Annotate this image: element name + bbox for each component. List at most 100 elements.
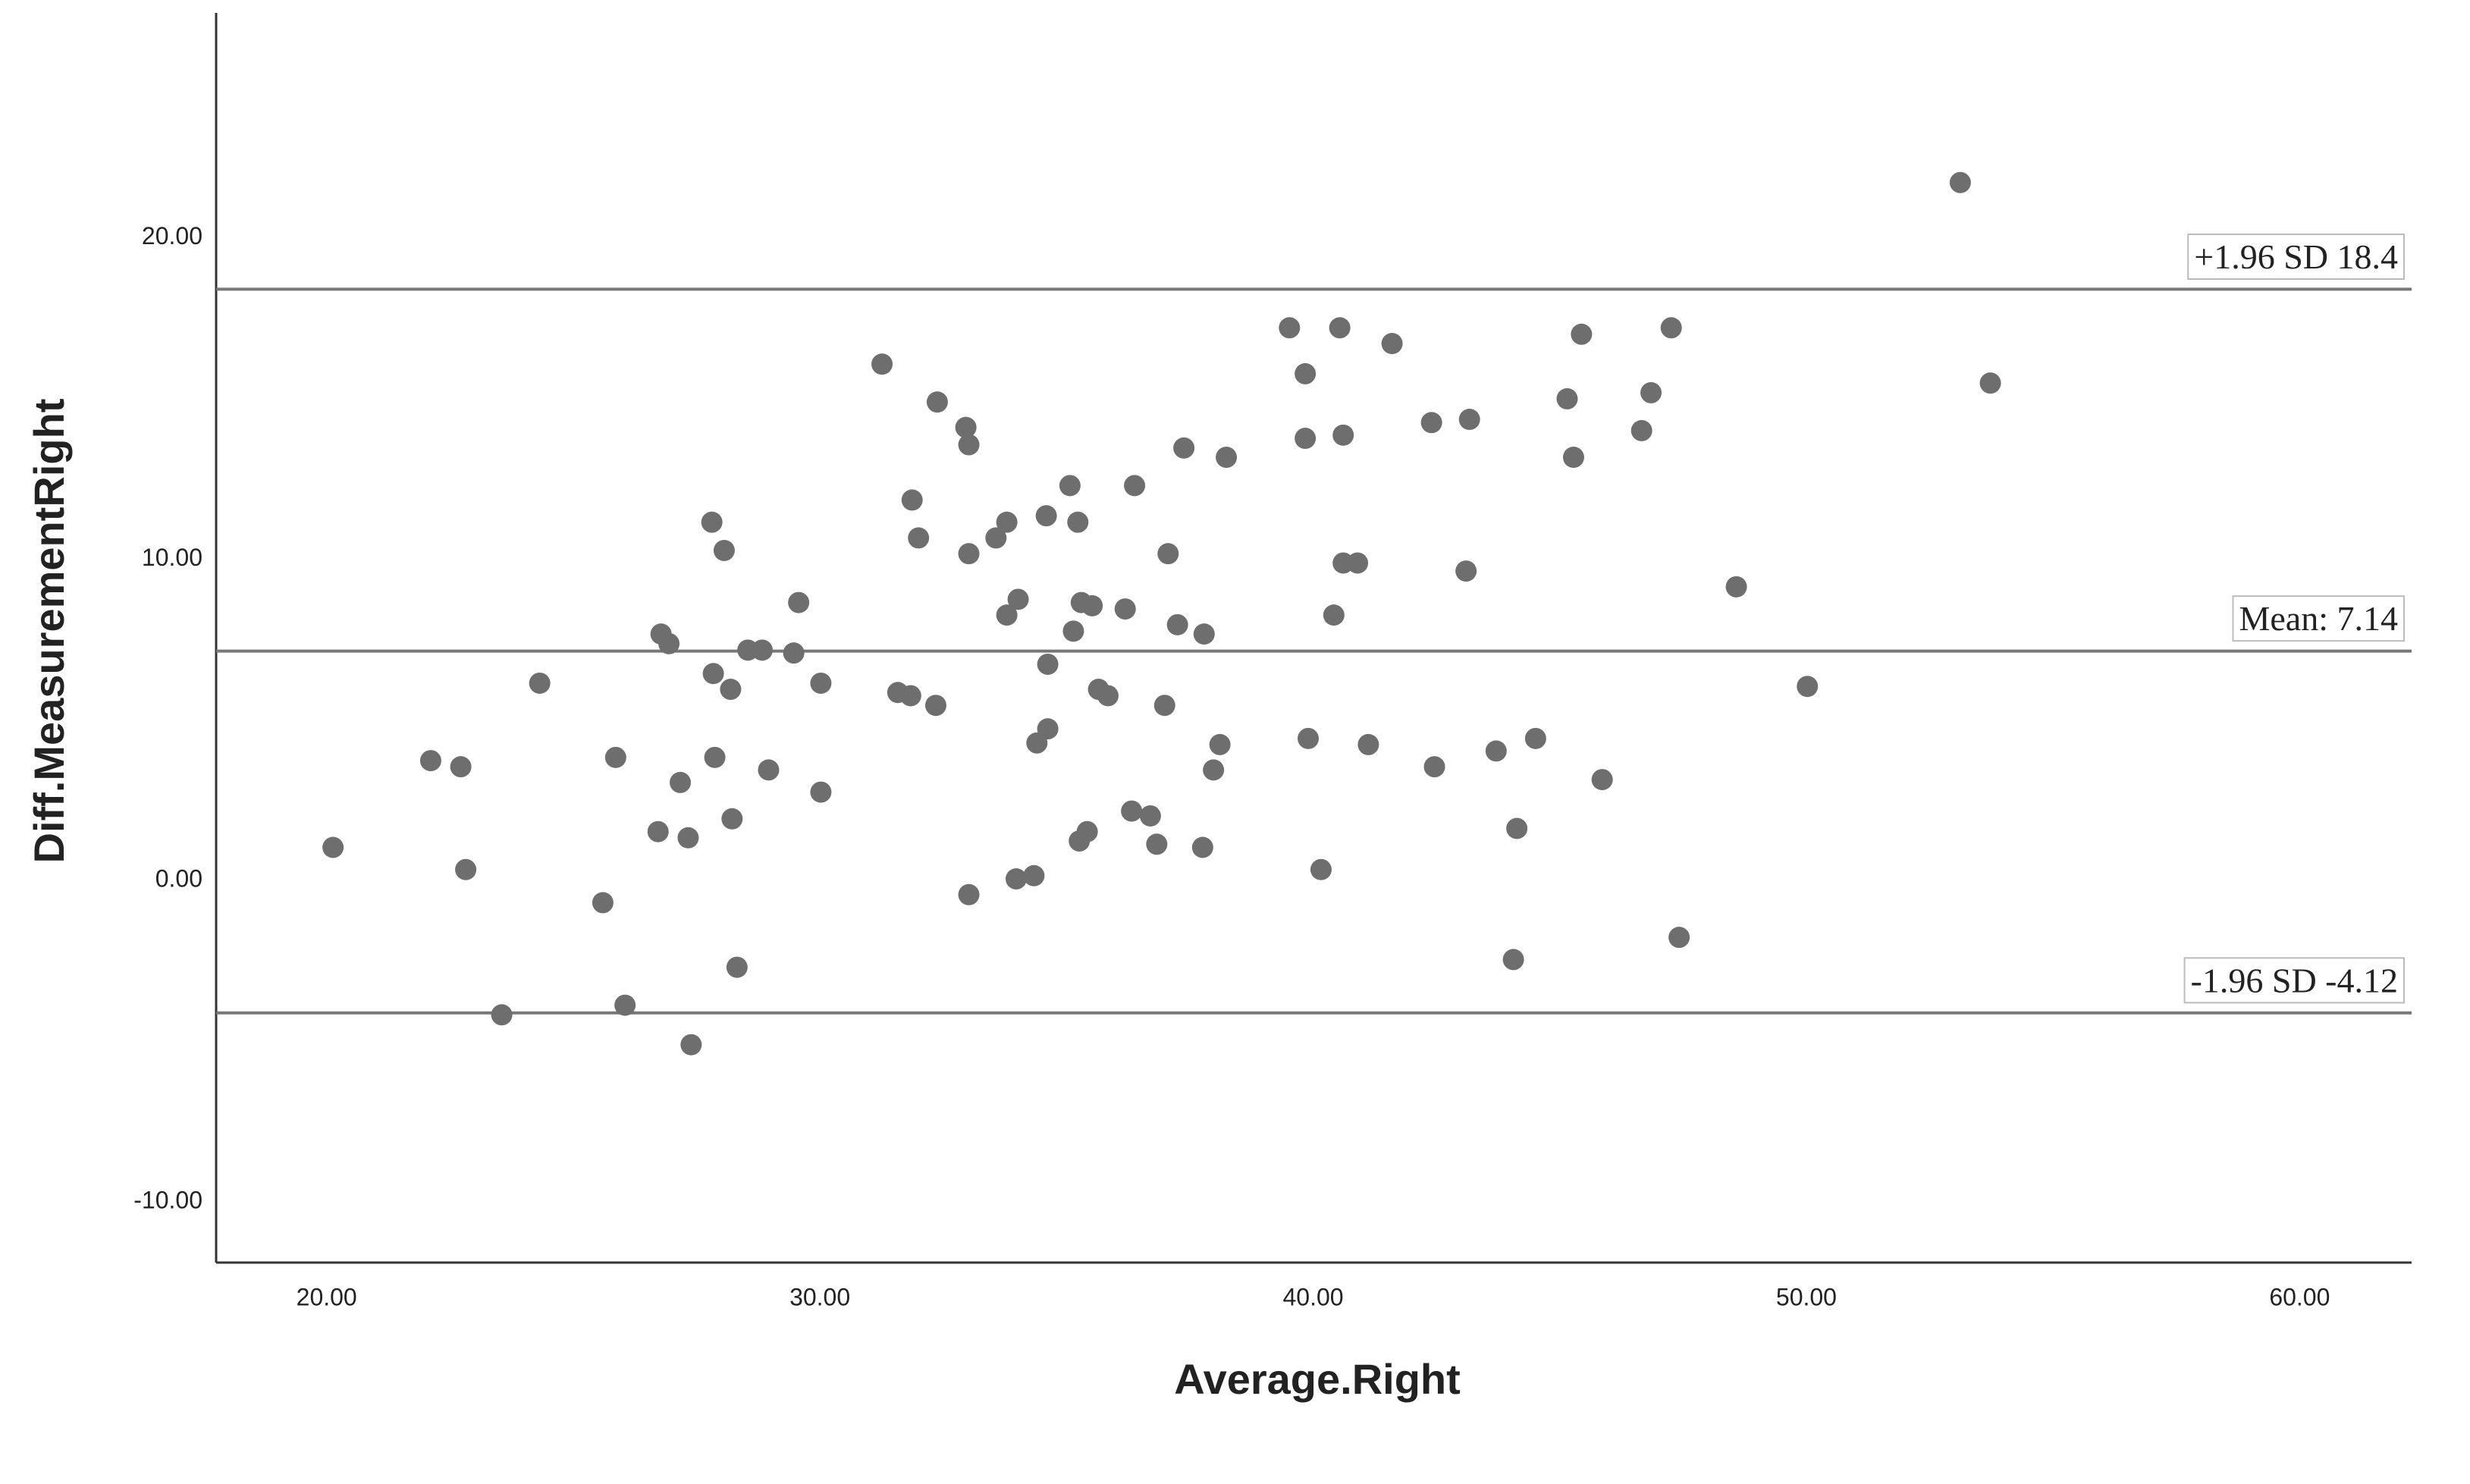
x-tick-label: 60.00 bbox=[2269, 1283, 2330, 1310]
point bbox=[1323, 604, 1345, 626]
point bbox=[1037, 653, 1059, 675]
point bbox=[704, 746, 726, 768]
y-tick-label: 10.00 bbox=[142, 544, 202, 571]
point bbox=[1121, 800, 1143, 822]
point bbox=[647, 820, 669, 842]
x-tick-label: 40.00 bbox=[1282, 1283, 1343, 1310]
point bbox=[958, 883, 980, 905]
point bbox=[455, 858, 477, 880]
point bbox=[1485, 740, 1507, 762]
point bbox=[752, 639, 774, 661]
point bbox=[1124, 475, 1146, 497]
point bbox=[1139, 805, 1161, 827]
point bbox=[1216, 447, 1238, 469]
point bbox=[1357, 733, 1379, 755]
point bbox=[1571, 323, 1593, 345]
point bbox=[1191, 836, 1213, 858]
point bbox=[871, 353, 893, 375]
point bbox=[1506, 817, 1528, 839]
point bbox=[1420, 412, 1442, 434]
point bbox=[1295, 428, 1317, 450]
point bbox=[1347, 552, 1369, 574]
point bbox=[1209, 733, 1231, 755]
point bbox=[1023, 864, 1045, 886]
reference-label-box bbox=[2232, 595, 2405, 642]
point bbox=[1562, 447, 1584, 469]
point bbox=[1062, 620, 1084, 642]
point bbox=[788, 591, 810, 613]
point bbox=[1298, 727, 1320, 749]
point bbox=[491, 1004, 513, 1026]
point bbox=[899, 685, 921, 707]
point bbox=[658, 632, 680, 654]
point bbox=[592, 892, 614, 914]
x-tick-label: 50.00 bbox=[1776, 1283, 1837, 1310]
point bbox=[1381, 333, 1403, 355]
point bbox=[1146, 833, 1168, 855]
point bbox=[908, 527, 930, 549]
point bbox=[924, 695, 946, 717]
point bbox=[810, 781, 832, 803]
point bbox=[701, 511, 723, 533]
x-axis-label: Average.Right bbox=[1174, 1355, 1461, 1403]
point bbox=[996, 511, 1018, 533]
point bbox=[713, 539, 735, 561]
point bbox=[1630, 419, 1652, 441]
reference-label-box bbox=[2187, 233, 2405, 280]
point bbox=[1949, 171, 1971, 193]
y-axis-label: Diff.MeasurementRight bbox=[25, 399, 73, 864]
point bbox=[1329, 317, 1351, 339]
point bbox=[1153, 695, 1175, 717]
point bbox=[783, 642, 805, 664]
x-tick-label: 20.00 bbox=[297, 1283, 357, 1310]
reference-label-box bbox=[2183, 957, 2405, 1004]
y-tick-label: 20.00 bbox=[142, 222, 202, 249]
point bbox=[810, 672, 832, 694]
point bbox=[702, 663, 724, 685]
point bbox=[1081, 595, 1103, 617]
point bbox=[1797, 676, 1819, 698]
point bbox=[1979, 372, 2001, 394]
point bbox=[1458, 409, 1480, 431]
point bbox=[1668, 927, 1690, 949]
point bbox=[955, 416, 977, 438]
point bbox=[1423, 756, 1445, 778]
point bbox=[680, 1034, 702, 1056]
point bbox=[677, 827, 699, 849]
point bbox=[1591, 769, 1613, 791]
point bbox=[1556, 387, 1578, 409]
point bbox=[614, 994, 636, 1016]
point bbox=[985, 527, 1007, 549]
y-tick-label: -10.00 bbox=[133, 1186, 202, 1213]
point bbox=[1097, 685, 1119, 707]
reference-label: +1.96 SD 18.4 bbox=[2194, 237, 2398, 276]
point bbox=[1295, 362, 1317, 384]
point bbox=[1332, 424, 1354, 446]
point bbox=[1059, 475, 1081, 497]
point bbox=[322, 836, 344, 858]
point bbox=[1660, 317, 1682, 339]
point bbox=[1173, 437, 1195, 459]
point bbox=[1455, 560, 1477, 582]
point bbox=[1310, 858, 1332, 880]
point bbox=[721, 808, 743, 830]
point bbox=[958, 434, 980, 456]
point bbox=[1114, 598, 1136, 620]
point bbox=[1037, 718, 1059, 740]
point bbox=[419, 750, 441, 772]
point bbox=[1524, 727, 1546, 749]
y-tick-label: 0.00 bbox=[155, 865, 202, 893]
point bbox=[604, 746, 626, 768]
point bbox=[450, 756, 472, 778]
point bbox=[901, 489, 923, 511]
point bbox=[1157, 543, 1179, 565]
point bbox=[529, 672, 551, 694]
point bbox=[1725, 576, 1747, 598]
point bbox=[1279, 317, 1301, 339]
point bbox=[1005, 868, 1027, 890]
point bbox=[1166, 613, 1188, 635]
point bbox=[1076, 820, 1098, 842]
reference-label: Mean: 7.14 bbox=[2239, 599, 2398, 638]
point bbox=[720, 679, 742, 701]
